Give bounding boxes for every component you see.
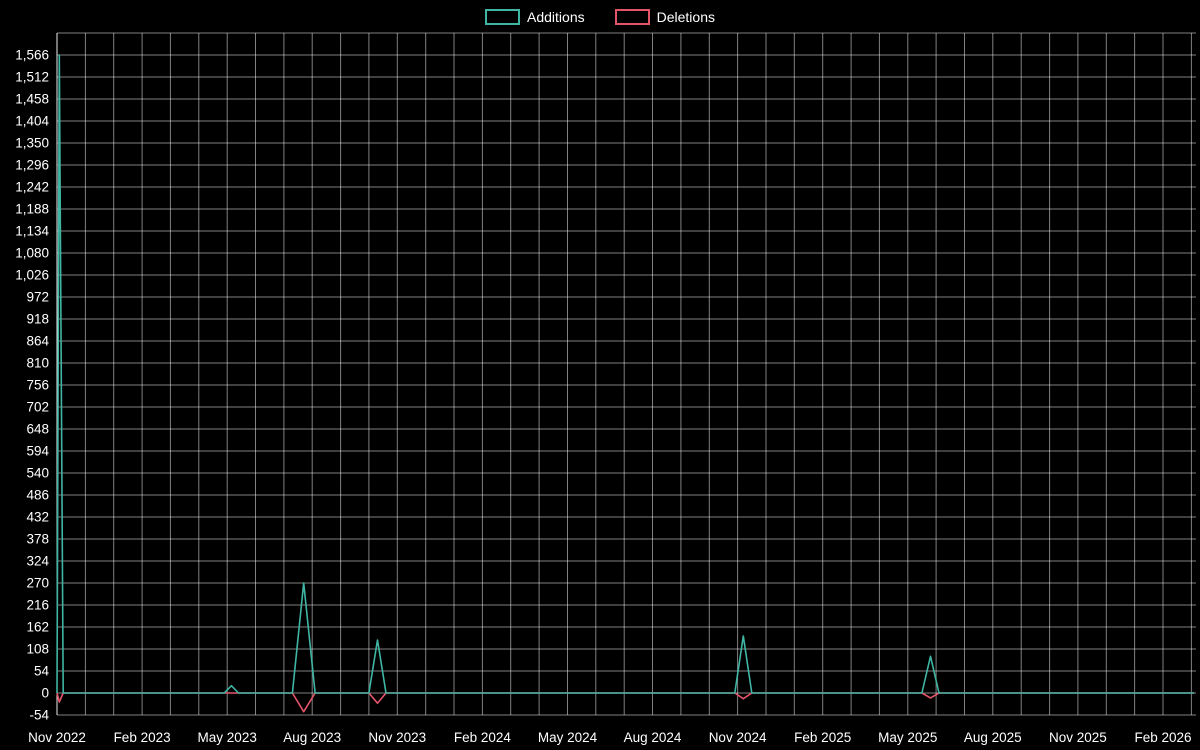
additions-legend-label: Additions xyxy=(527,9,585,25)
y-tick-label: 1,134 xyxy=(15,224,49,239)
y-tick-label: 1,242 xyxy=(15,180,49,195)
y-tick-label: 0 xyxy=(41,686,49,701)
x-tick-label: Aug 2024 xyxy=(624,730,682,745)
x-tick-label: Feb 2024 xyxy=(454,730,512,745)
x-tick-label: Feb 2023 xyxy=(114,730,171,745)
y-tick-label: 486 xyxy=(26,488,49,503)
x-tick-label: Aug 2025 xyxy=(964,730,1022,745)
y-tick-label: 540 xyxy=(26,466,49,481)
y-tick-label: 108 xyxy=(26,642,49,657)
y-tick-label: 432 xyxy=(26,510,49,525)
legend-item-additions[interactable]: Additions xyxy=(485,9,585,25)
y-tick-label: 1,188 xyxy=(15,202,49,217)
y-tick-label: 972 xyxy=(26,290,49,305)
y-tick-label: 1,350 xyxy=(15,136,49,151)
x-tick-label: Nov 2024 xyxy=(709,730,767,745)
y-tick-label: 378 xyxy=(26,532,49,547)
y-tick-label: 702 xyxy=(26,400,49,415)
y-tick-label: 810 xyxy=(26,356,49,371)
x-tick-label: May 2023 xyxy=(198,730,257,745)
legend-item-deletions[interactable]: Deletions xyxy=(614,9,715,25)
y-tick-label: 1,080 xyxy=(15,246,49,261)
additions-series-line xyxy=(56,54,1195,694)
deletions-swatch-icon xyxy=(614,9,650,25)
y-tick-label: 324 xyxy=(26,554,49,569)
deletions-legend-label: Deletions xyxy=(656,9,715,25)
x-tick-label: Feb 2025 xyxy=(794,730,851,745)
y-tick-label: 864 xyxy=(26,334,49,349)
x-tick-label: Feb 2026 xyxy=(1134,730,1191,745)
y-tick-label: -54 xyxy=(29,708,49,723)
chart-legend: Additions Deletions xyxy=(0,9,1200,25)
y-tick-label: 1,566 xyxy=(15,48,49,63)
y-tick-label: 1,512 xyxy=(15,70,49,85)
y-tick-label: 1,458 xyxy=(15,92,49,107)
y-tick-label: 594 xyxy=(26,444,49,459)
y-tick-label: 918 xyxy=(26,312,49,327)
y-tick-label: 1,296 xyxy=(15,158,49,173)
additions-swatch-icon xyxy=(485,9,521,25)
y-tick-label: 54 xyxy=(34,664,50,679)
x-tick-label: May 2024 xyxy=(538,730,598,745)
y-tick-label: 216 xyxy=(26,598,49,613)
x-tick-label: May 2025 xyxy=(878,730,937,745)
y-tick-label: 1,026 xyxy=(15,268,49,283)
x-tick-label: Nov 2025 xyxy=(1049,730,1107,745)
x-tick-label: Nov 2023 xyxy=(368,730,426,745)
x-tick-label: Nov 2022 xyxy=(28,730,86,745)
y-tick-label: 756 xyxy=(26,378,49,393)
y-tick-label: 162 xyxy=(26,620,49,635)
y-tick-label: 1,404 xyxy=(15,114,49,129)
x-tick-label: Aug 2023 xyxy=(283,730,341,745)
y-tick-label: 648 xyxy=(26,422,49,437)
y-tick-label: 270 xyxy=(26,576,49,591)
